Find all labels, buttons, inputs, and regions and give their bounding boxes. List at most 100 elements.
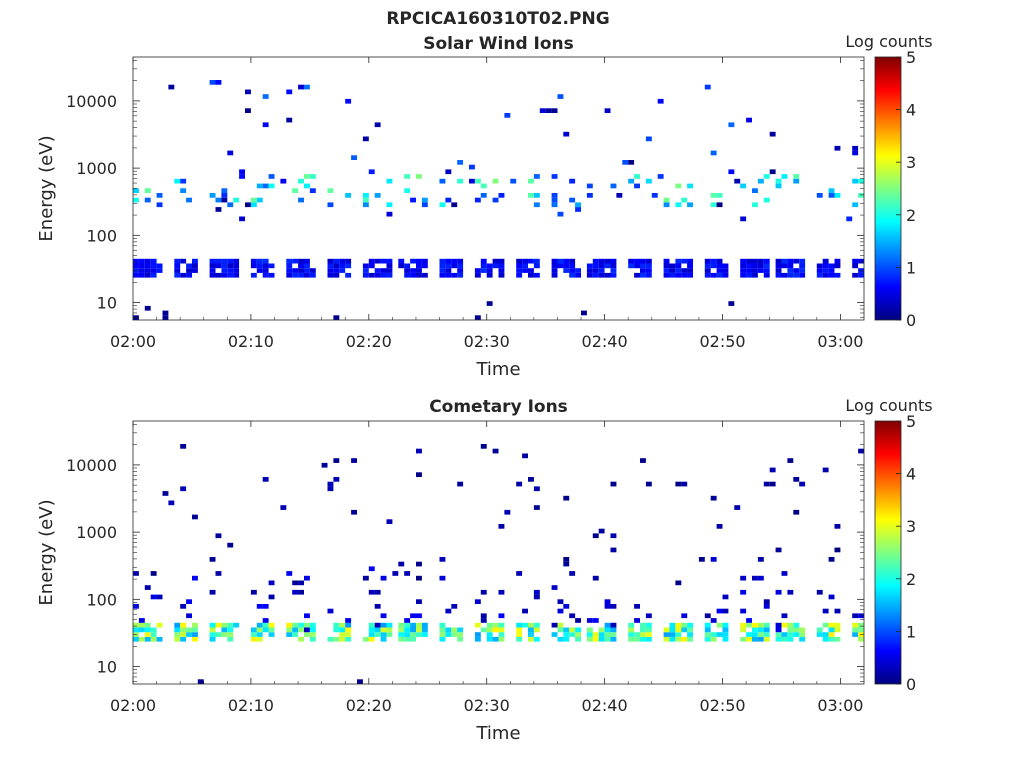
solar-wind-ions-cell [457,160,464,165]
solar-wind-ions-cell [663,202,670,208]
solar-wind-ions-cell [752,258,758,264]
cometary-ions-cell [250,627,257,633]
solar-wind-ions-cell [757,268,764,273]
solar-wind-ions-cell [716,268,723,273]
solar-wind-ions-x-tick-label: 02:30 [464,332,510,351]
solar-wind-ions-cell [416,174,422,179]
cometary-ions-cell [787,589,794,595]
solar-wind-ions-cell [763,258,770,264]
cometary-ions-cell [586,632,593,637]
cometary-ions-cell [174,632,181,637]
cometary-ions-cell [722,594,729,600]
cometary-ions-cell [292,580,299,586]
solar-wind-ions-cell [657,98,664,104]
solar-wind-ions-cell [551,197,558,203]
solar-wind-ions-cell [752,263,758,269]
solar-wind-ions-cell [380,272,387,278]
solar-wind-ions-cell [799,258,806,264]
solar-wind-ions-cell [138,268,145,273]
solar-wind-ions-cell [439,202,446,208]
solar-wind-ions-cell [746,263,752,269]
solar-wind-ions-cell [445,272,452,278]
solar-wind-ions-cell [233,197,240,203]
solar-wind-ions-cell [362,263,369,269]
solar-wind-ions-x-tick-label: 02:00 [110,332,156,351]
solar-wind-ions-cell [728,301,735,306]
solar-wind-ions-cell [675,268,682,273]
solar-wind-ions-cell [144,305,151,311]
solar-wind-ions-cell [327,263,334,269]
cometary-ions-cell [704,622,711,628]
solar-wind-ions-cell [575,202,581,208]
solar-wind-ions-cell [704,258,711,264]
solar-wind-ions-cell [775,258,782,264]
solar-wind-ions-cell [645,272,652,278]
solar-wind-ions-cell [227,272,234,278]
solar-wind-ions-cell [757,263,764,269]
cometary-ions-cell [740,575,747,581]
solar-wind-ions-cell [492,178,499,184]
cometary-ions-cell [592,636,599,642]
solar-wind-ions-cell [215,207,222,212]
cometary-ions-cell [793,632,800,637]
solar-wind-ions-cell [710,202,717,208]
solar-wind-ions-cell [474,197,481,203]
cometary-ions-cell [298,627,304,633]
cometary-ions-cell [416,575,422,581]
cometary-ions-cell [144,627,151,633]
cometary-ions-cell [640,636,646,642]
solar-wind-ions-cell [298,263,304,269]
cometary-ions-cell [404,571,411,576]
cometary-ions-cell [522,608,528,614]
solar-wind-ions-cell [457,178,464,184]
solar-wind-ions-cell [816,268,823,273]
cometary-ions-cell [528,477,534,482]
solar-wind-ions-cell [368,272,375,278]
cometary-ions-cell [368,566,375,572]
cometary-ions-cell [816,589,823,595]
solar-wind-ions-cell [492,263,499,269]
cometary-ions-x-tick-label: 02:10 [228,696,274,715]
solar-wind-ions-cell [292,258,299,264]
cometary-ions-cell [180,604,187,609]
solar-wind-ions-cell [374,193,381,198]
solar-wind-ions-cell [675,202,682,208]
solar-wind-ions-cell [268,183,275,189]
cometary-ions-cell [604,599,611,605]
solar-wind-ions-cell [457,272,464,278]
solar-wind-ions-cell [516,263,523,269]
cometary-ions-cell [604,604,611,609]
cometary-ions-cell [763,622,770,628]
solar-wind-ions-cell [645,178,652,184]
cometary-ions-cell [445,608,452,614]
cometary-ions-cell [592,575,599,581]
cometary-ions-cell [852,613,859,619]
solar-wind-ions-cell [138,263,145,269]
cometary-ions-cell [421,632,428,637]
solar-wind-ions-cell [604,108,611,114]
solar-wind-ions-cell [445,258,452,264]
solar-wind-ions-cell [793,174,800,179]
cometary-ions-cell [710,557,717,562]
solar-wind-ions-cell [339,268,346,273]
solar-wind-ions-cell [209,80,216,85]
cometary-ions-cell [528,636,534,642]
cometary-ions-cell [752,575,758,581]
cometary-ions-cell [569,627,576,633]
cometary-ions-cell [309,636,316,642]
cometary-ions-cell [150,594,157,600]
cometary-ions-cell [687,632,693,637]
cometary-ions-cell [675,622,682,628]
cometary-ions-cell [781,632,788,637]
cometary-ions-cell [669,622,676,628]
cometary-ions-cell [327,608,334,614]
solar-wind-ions-cell [781,272,788,278]
cometary-ions-cell [133,636,139,642]
cometary-ions-cell [710,636,717,642]
solar-wind-ions-cell [457,258,464,264]
cometary-ions-cell [528,632,534,637]
solar-wind-ions-cell [858,193,864,198]
solar-wind-ions-cell [404,272,411,278]
cometary-ions-cell [192,627,198,633]
